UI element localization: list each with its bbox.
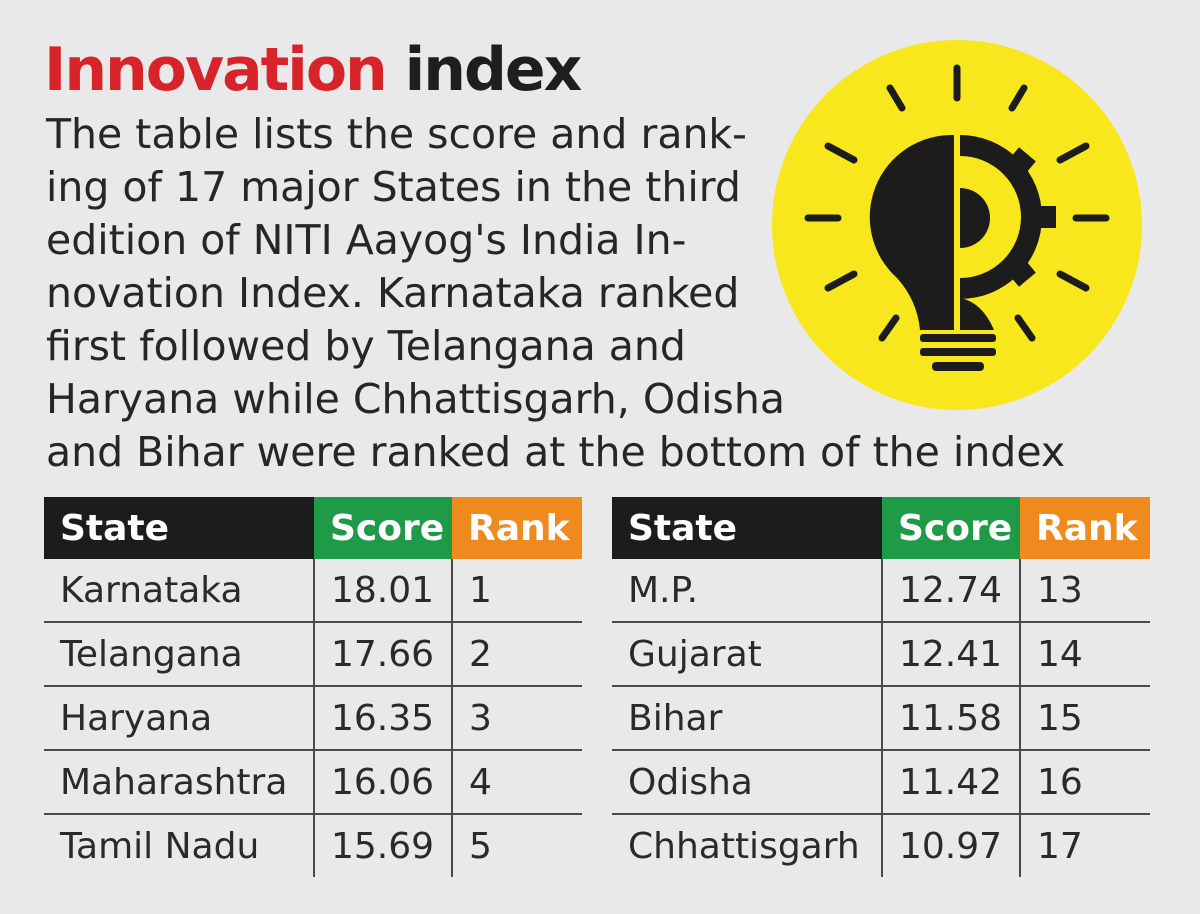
intro-line: ing of 17 major States in the third <box>46 163 741 211</box>
table-row: Haryana 16.35 3 <box>44 686 582 751</box>
table-row: Telangana 17.66 2 <box>44 622 582 687</box>
table-row: M.P. 12.74 13 <box>612 559 1150 623</box>
bulb-base <box>920 334 996 371</box>
intro-line: edition of NITI Aayog's India In- <box>46 216 687 264</box>
rank-cell: 2 <box>451 622 582 687</box>
rank-cell: 4 <box>451 750 582 815</box>
state-cell: M.P. <box>612 559 882 623</box>
rank-cell: 5 <box>451 814 582 877</box>
state-cell: Haryana <box>44 686 314 751</box>
header-rank: Rank <box>1020 497 1150 559</box>
lightbulb-gear-icon <box>772 40 1142 410</box>
state-cell: Tamil Nadu <box>60 825 260 867</box>
bulb-half <box>869 134 954 330</box>
rank-cell: 14 <box>1019 622 1150 687</box>
table-header-row: State Score Rank <box>44 497 582 559</box>
state-cell: Bihar <box>612 686 882 751</box>
rank-cell: 13 <box>1019 559 1150 623</box>
gear-half <box>960 135 1056 330</box>
score-cell: 10.97 <box>881 814 1020 877</box>
header-score: Score <box>314 497 452 559</box>
state-cell: Telangana <box>44 622 314 687</box>
table-row: Tamil Nadu 15.69 5 <box>44 814 582 877</box>
rank-cell: 17 <box>1019 814 1150 877</box>
score-cell: 12.74 <box>881 559 1020 623</box>
header-rank: Rank <box>452 497 582 559</box>
title-rest: index <box>404 35 583 105</box>
header-state: State <box>612 497 882 559</box>
score-cell: 16.35 <box>313 686 452 751</box>
rankings-table-left: State Score Rank Karnataka 18.01 1 Telan… <box>44 497 582 877</box>
header-state: State <box>44 497 314 559</box>
score-cell: 11.42 <box>881 750 1020 815</box>
table-row: Bihar 11.58 15 <box>612 686 1150 751</box>
rank-cell: 15 <box>1019 686 1150 751</box>
table-row: Maharashtra 16.06 4 <box>44 750 582 815</box>
rank-cell: 16 <box>1019 750 1150 815</box>
state-cell: Karnataka <box>44 559 314 623</box>
intro-text: The table lists the score and rank- ing … <box>46 108 1066 479</box>
intro-line: first followed by Telangana and <box>46 322 686 370</box>
rank-cell: 3 <box>451 686 582 751</box>
state-cell: Gujarat <box>612 622 882 687</box>
intro-line: and Bihar were ranked at the bottom of t… <box>46 428 1066 476</box>
table-row: Karnataka 18.01 1 <box>44 559 582 623</box>
score-cell: 11.58 <box>881 686 1020 751</box>
page-title: Innovation index <box>44 30 583 110</box>
state-cell: Maharashtra <box>44 750 314 815</box>
table-row: Chhattisgarh 10.97 17 <box>612 814 1150 877</box>
header-score: Score <box>882 497 1020 559</box>
intro-line: Haryana while Chhattisgarh, Odisha <box>46 375 786 423</box>
state-cell: Odisha <box>612 750 882 815</box>
table-header-row: State Score Rank <box>612 497 1150 559</box>
score-cell: 15.69 <box>313 814 452 877</box>
table-row: Gujarat 12.41 14 <box>612 622 1150 687</box>
light-rays <box>804 64 1110 342</box>
score-cell: 12.41 <box>881 622 1020 687</box>
rank-cell: 1 <box>451 559 582 623</box>
illustration-circle <box>772 40 1142 410</box>
title-highlight: Innovation <box>44 35 388 105</box>
table-row: Odisha 11.42 16 <box>612 750 1150 815</box>
score-cell: 18.01 <box>313 559 452 623</box>
intro-line: novation Index. Karnataka ranked <box>46 269 740 317</box>
state-cell: Chhattisgarh <box>628 825 860 867</box>
score-cell: 16.06 <box>313 750 452 815</box>
intro-line: The table lists the score and rank- <box>46 110 747 158</box>
rankings-table-right: State Score Rank M.P. 12.74 13 Gujarat 1… <box>612 497 1150 877</box>
score-cell: 17.66 <box>313 622 452 687</box>
